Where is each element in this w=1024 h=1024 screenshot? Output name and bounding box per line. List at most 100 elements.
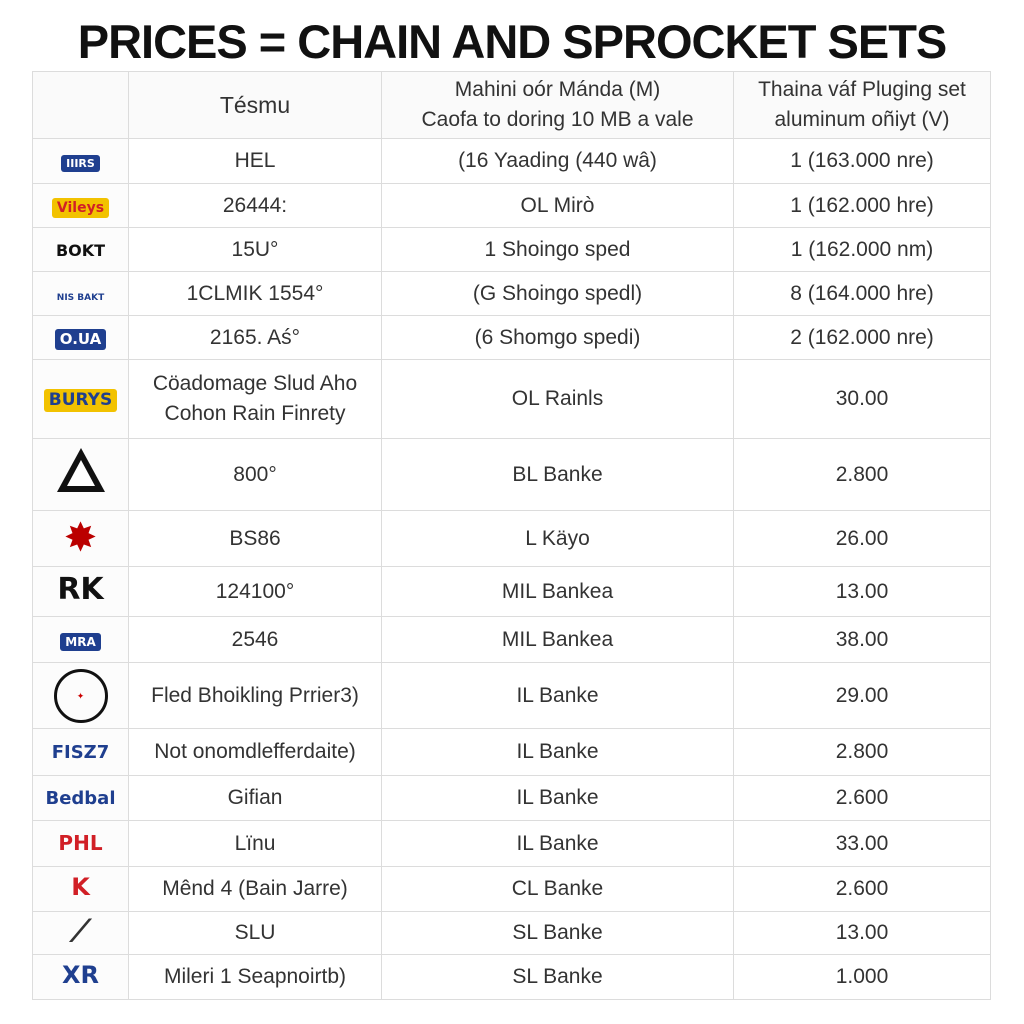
table-row: PHL Lïnu IL Banke 33.00 <box>32 820 991 867</box>
header-brand <box>32 71 129 139</box>
price-cell: 30.00 <box>733 359 991 439</box>
honda-shield-icon: IIIRS <box>61 155 100 172</box>
table-row: ⟋ SLU SL Banke 13.00 <box>32 911 991 955</box>
model-line1: SLU <box>234 921 276 944</box>
model-cell: BS86 <box>128 510 382 567</box>
triangle-emblem-icon <box>56 448 105 492</box>
model-cell: 800° <box>128 438 382 511</box>
price-cell: 2 (162.000 nre) <box>733 315 991 360</box>
model-line1: Not onomdlefferdaite) <box>154 740 356 763</box>
table-row: 800° BL Banke 2.800 <box>32 438 991 511</box>
header-price-line2: aluminum oñiyt (V) <box>774 108 950 131</box>
brand-logo-cell: FISZ7 <box>32 728 129 776</box>
price-cell: 1 (162.000 hre) <box>733 183 991 228</box>
model-line2: Cohon Rain Finrety <box>164 402 346 425</box>
header-model: Tésmu <box>128 71 382 139</box>
brand-logo-cell: PHL <box>32 820 129 867</box>
price-cell: 2.800 <box>733 438 991 511</box>
round-seal-icon: ✦ <box>53 668 108 723</box>
brand-logo-cell: ⟋ <box>32 911 129 955</box>
header-description-line2: Caofa to doring 10 MB a vale <box>421 108 694 131</box>
oua-badge-icon: O.UA <box>54 328 107 350</box>
description-cell: SL Banke <box>381 954 734 1000</box>
description-cell: SL Banke <box>381 911 734 955</box>
table-row: O.UA 2165. Aś° (6 Shomgo spedi) 2 (162.000 … <box>32 315 991 360</box>
table-row: Vileys 26444: OL Mirò 1 (162.000 hre) <box>32 183 991 228</box>
model-cell: HEL <box>128 138 382 184</box>
table-row: ✦ Fled Bhoikling Prrier3) IL Banke 29.00 <box>32 662 991 729</box>
description-cell: OL Rainls <box>381 359 734 439</box>
brand-logo-cell: K <box>32 866 129 912</box>
model-cell: Not onomdlefferdaite) <box>128 728 382 776</box>
model-line1: Mênd 4 (Bain Jarre) <box>162 877 348 900</box>
table-row: FISZ7 Not onomdlefferdaite) IL Banke 2.800 <box>32 728 991 776</box>
header-description-line1: Mahini oór Mánda (M) <box>454 78 661 101</box>
description-cell: IL Banke <box>381 775 734 821</box>
price-cell: 1 (162.000 nm) <box>733 227 991 272</box>
model-line1: 124100° <box>215 579 295 603</box>
model-cell: SLU <box>128 911 382 955</box>
model-cell: Cöadomage Slud Aho Cohon Rain Finrety <box>128 359 382 439</box>
table-row: BOKT 15U° 1 Shoingo sped 1 (162.000 nm) <box>32 227 991 272</box>
table-row: K Mênd 4 (Bain Jarre) CL Banke 2.600 <box>32 866 991 912</box>
price-cell: 2.600 <box>733 866 991 912</box>
description-cell: (16 Yaading (440 wâ) <box>381 138 734 184</box>
brand-logo-cell: MRA <box>32 616 129 663</box>
description-cell: OL Mirò <box>381 183 734 228</box>
price-cell: 38.00 <box>733 616 991 663</box>
rk-wordmark-icon: RK <box>57 572 104 607</box>
description-cell: 1 Shoingo sped <box>381 227 734 272</box>
description-cell: BL Banke <box>381 438 734 511</box>
mra-badge-icon: MRA <box>60 632 101 651</box>
starburst-badge-icon: ✸ <box>63 515 98 560</box>
model-cell: 1CLMIK 1554° <box>128 271 382 316</box>
price-cell: 26.00 <box>733 510 991 567</box>
model-line1: HEL <box>234 149 276 172</box>
brand-logo-cell: BOKT <box>32 227 129 272</box>
model-line1: 15U° <box>231 237 279 261</box>
description-cell: IL Banke <box>381 662 734 729</box>
price-cell: 2.600 <box>733 775 991 821</box>
table-row: ✸ BS86 L Käyo 26.00 <box>32 510 991 567</box>
brand-logo-cell: XR <box>32 954 129 1000</box>
price-table: Tésmu Mahini oór Mánda (M) Caofa to dori… <box>32 71 991 1000</box>
brand-logo-cell: NIS BAKT <box>32 271 129 316</box>
model-line1: 26444: <box>222 193 288 217</box>
swoosh-logo-icon: ⟋ <box>70 913 91 949</box>
brand-logo-cell: ✦ <box>32 662 129 729</box>
table-row: XR Mileri 1 Seapnoirtb) SL Banke 1.000 <box>32 954 991 1000</box>
table-row: MRA 2546 MIL Bankea 38.00 <box>32 616 991 663</box>
model-cell: 2165. Aś° <box>128 315 382 360</box>
header-price-line1: Thaina váf Pluging set <box>758 78 966 101</box>
model-cell: 124100° <box>128 566 382 617</box>
model-cell: Gifian <box>128 775 382 821</box>
price-cell: 29.00 <box>733 662 991 729</box>
model-line1: Mileri 1 Seapnoirtb) <box>163 965 347 988</box>
price-cell: 1 (163.000 nre) <box>733 138 991 184</box>
yellow-badge-icon: Vileys <box>51 197 110 218</box>
phl-wordmark-icon: PHL <box>58 830 103 855</box>
model-line1: Gifian <box>227 786 283 809</box>
description-cell: IL Banke <box>381 820 734 867</box>
description-cell: (6 Shomgo spedi) <box>381 315 734 360</box>
bedbal-wordmark-icon: Bedbal <box>45 788 116 809</box>
k-wordmark-icon: K <box>71 873 90 901</box>
description-cell: IL Banke <box>381 728 734 776</box>
price-cell: 2.800 <box>733 728 991 776</box>
table-row: IIIRS HEL (16 Yaading (440 wâ) 1 (163.000 n… <box>32 138 991 184</box>
model-cell: Mileri 1 Seapnoirtb) <box>128 954 382 1000</box>
model-cell: Fled Bhoikling Prrier3) <box>128 662 382 729</box>
table-row: NIS BAKT 1CLMIK 1554° (G Shoingo spedl) 8 (… <box>32 271 991 316</box>
model-line1: Cöadomage Slud Aho <box>152 372 358 395</box>
description-cell: L Käyo <box>381 510 734 567</box>
price-cell: 33.00 <box>733 820 991 867</box>
brand-logo-cell: ✸ <box>32 510 129 567</box>
price-cell: 13.00 <box>733 566 991 617</box>
burys-badge-icon: BURYS <box>43 389 118 412</box>
model-line1: 1CLMIK 1554° <box>186 281 324 305</box>
price-cell: 1.000 <box>733 954 991 1000</box>
fisz-wordmark-icon: FISZ7 <box>51 742 110 763</box>
description-cell: MIL Bankea <box>381 566 734 617</box>
xr-wordmark-icon: XR <box>62 961 99 989</box>
brand-logo-cell <box>32 438 129 511</box>
